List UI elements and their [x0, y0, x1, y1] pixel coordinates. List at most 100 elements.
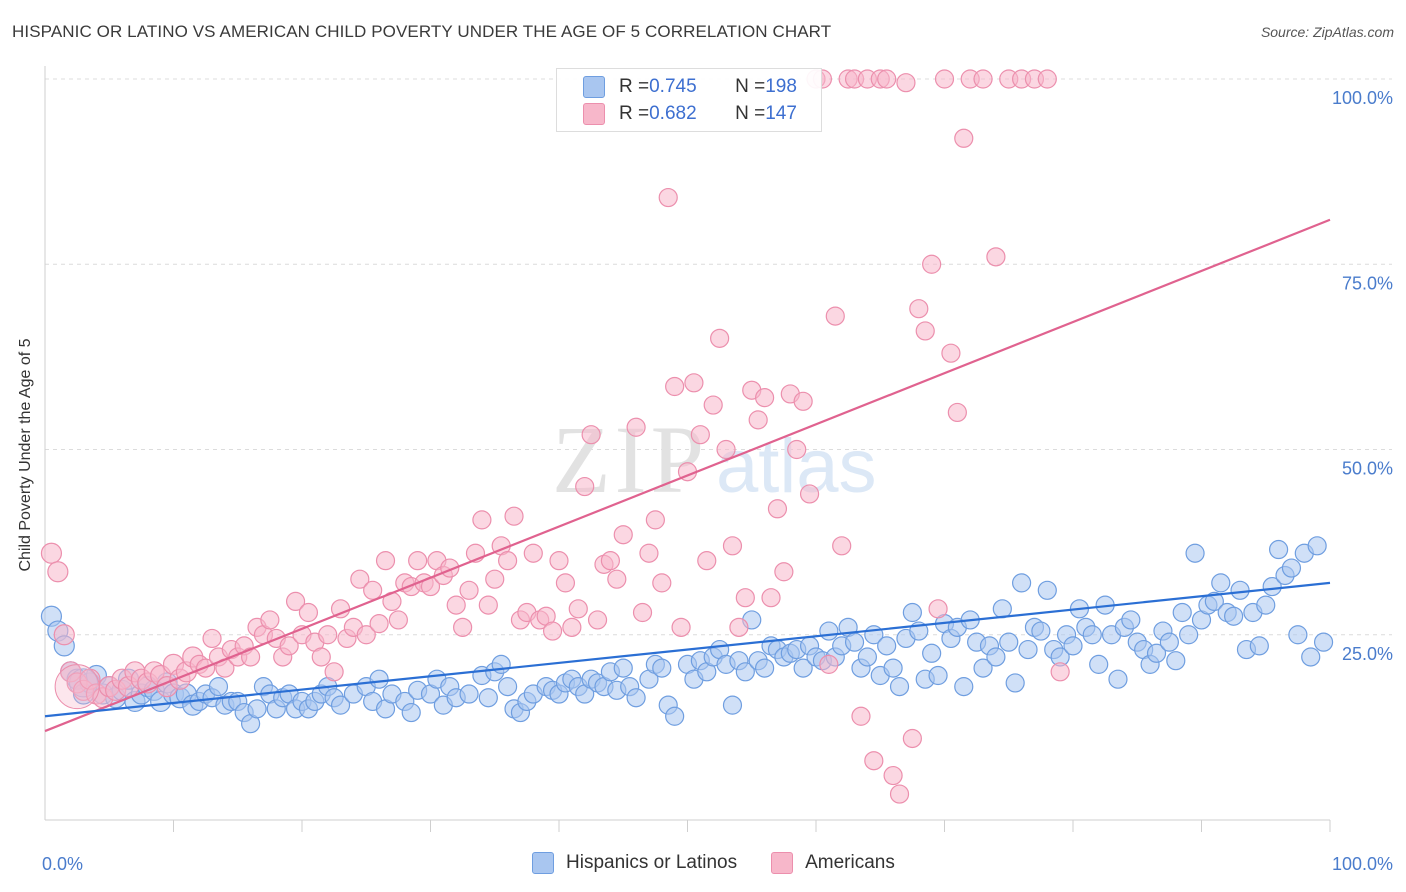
tick-labels: 25.0% 50.0% 75.0% 100.0% 0.0% 100.0%: [42, 88, 1393, 874]
chart-title: HISPANIC OR LATINO VS AMERICAN CHILD POV…: [12, 22, 832, 41]
americans-point-116: [793, 391, 813, 411]
americans-point-88: [607, 569, 627, 589]
americans-point-137: [928, 599, 948, 619]
americans-point-131: [889, 784, 910, 804]
americans-point-110: [754, 388, 775, 408]
legend-item-hispanics[interactable]: Hispanics or Latinos: [532, 852, 737, 874]
y-tick-label-2: 75.0%: [1342, 273, 1393, 293]
americans-point-40: [298, 602, 319, 623]
americans-point-0: [40, 542, 63, 564]
hispanics-point-176: [1230, 580, 1250, 600]
americans-point-54: [388, 610, 408, 630]
r-value: 0.745: [649, 76, 697, 97]
americans-point-52: [375, 551, 396, 571]
legend-item-americans[interactable]: Americans: [771, 852, 895, 874]
hispanics-point-133: [954, 677, 974, 697]
hispanics-point-122: [883, 658, 903, 678]
hispanics-point-62: [478, 688, 498, 708]
americans-point-65: [459, 580, 479, 600]
americans-point-71: [498, 551, 518, 571]
n-value: 198: [765, 76, 797, 97]
hispanics-point-116: [844, 632, 865, 652]
hispanics-point-97: [722, 695, 743, 715]
americans-point-140: [947, 402, 967, 423]
americans-point-51: [369, 614, 389, 634]
americans-point-38: [285, 591, 306, 612]
hispanics-point-82: [613, 658, 633, 678]
legend-row-hispanics: R = 0.745 N = 198: [583, 75, 797, 99]
americans-point-130: [883, 765, 903, 786]
y-axis-label: Child Poverty Under the Age of 5: [17, 338, 34, 572]
americans-point-69: [485, 569, 505, 589]
americans-point-49: [356, 625, 376, 645]
americans-point-103: [710, 328, 730, 348]
legend-swatch-blue: [532, 852, 554, 874]
hispanics-point-153: [1082, 625, 1102, 645]
americans-point-94: [652, 573, 672, 593]
r-value: 0.682: [649, 103, 697, 124]
americans-point-68: [478, 595, 498, 615]
americans-point-136: [922, 254, 942, 274]
source-credit: Source: ZipAtlas.com: [1260, 24, 1394, 40]
hispanics-point-102: [754, 658, 775, 678]
americans-point-132: [896, 73, 916, 93]
hispanics-point-128: [922, 643, 942, 663]
hispanics-point-123: [889, 677, 910, 697]
americans-point-112: [767, 499, 788, 519]
americans-point-104: [716, 439, 736, 460]
americans-point-109: [748, 410, 768, 430]
hispanics-point-142: [1011, 573, 1032, 593]
americans-point-89: [613, 525, 633, 545]
hispanics-trend-line: [44, 581, 1331, 718]
americans-point-102: [703, 395, 723, 415]
americans-point-25: [202, 628, 222, 649]
americans-point-133: [902, 728, 922, 749]
americans-point-120: [819, 654, 839, 674]
r-label: R =: [619, 103, 650, 124]
americans-trend-line: [44, 218, 1331, 733]
y-tick-label-0: 25.0%: [1342, 644, 1393, 664]
americans-point-139: [941, 343, 961, 363]
hispanics-point-157: [1108, 669, 1128, 689]
watermark-atlas: atlas: [716, 424, 877, 509]
hispanics-point-179: [1249, 636, 1269, 656]
hispanics-point-168: [1179, 625, 1199, 645]
hispanics-point-87: [652, 658, 672, 678]
stats-legend: R = 0.745 N = 198 R = 0.682 N = 147: [556, 68, 822, 132]
legend-swatch-blue: [583, 76, 605, 98]
legend-swatch-pink: [583, 103, 605, 125]
hispanics-point-165: [1159, 632, 1179, 652]
americans-point-138: [934, 69, 955, 89]
americans-point-121: [825, 306, 845, 326]
hispanics-point-49: [369, 669, 389, 689]
americans-point-113: [774, 562, 794, 582]
hispanics-point-145: [1031, 621, 1051, 641]
hispanics-point-163: [1146, 643, 1167, 663]
hispanics-point-146: [1037, 580, 1057, 600]
americans-point-90: [626, 417, 646, 437]
hispanics-point-169: [1185, 543, 1205, 563]
americans-point-50: [363, 580, 383, 600]
americans-point-85: [587, 610, 608, 630]
americans-point-129: [877, 69, 897, 89]
hispanics-point-139: [992, 599, 1012, 619]
hispanics-point-180: [1256, 595, 1276, 615]
hispanics-point-138: [986, 647, 1006, 667]
hispanics-point-112: [819, 621, 839, 641]
series-hispanics-points: [40, 536, 1334, 734]
americans-point-1: [47, 561, 69, 583]
americans-point-34: [260, 610, 280, 630]
americans-point-96: [665, 376, 685, 397]
americans-cluster: [54, 664, 100, 710]
americans-point-105: [722, 536, 743, 556]
americans-point-48: [350, 569, 370, 589]
americans-point-42: [311, 647, 331, 667]
series-americans-points: [40, 69, 1070, 804]
americans-point-134: [909, 299, 929, 319]
americans-point-83: [575, 476, 595, 497]
americans-point-84: [581, 425, 601, 445]
legend-row-americans: R = 0.682 N = 147: [583, 102, 797, 126]
hispanics-point-26: [208, 677, 229, 697]
americans-point-43: [318, 625, 338, 645]
